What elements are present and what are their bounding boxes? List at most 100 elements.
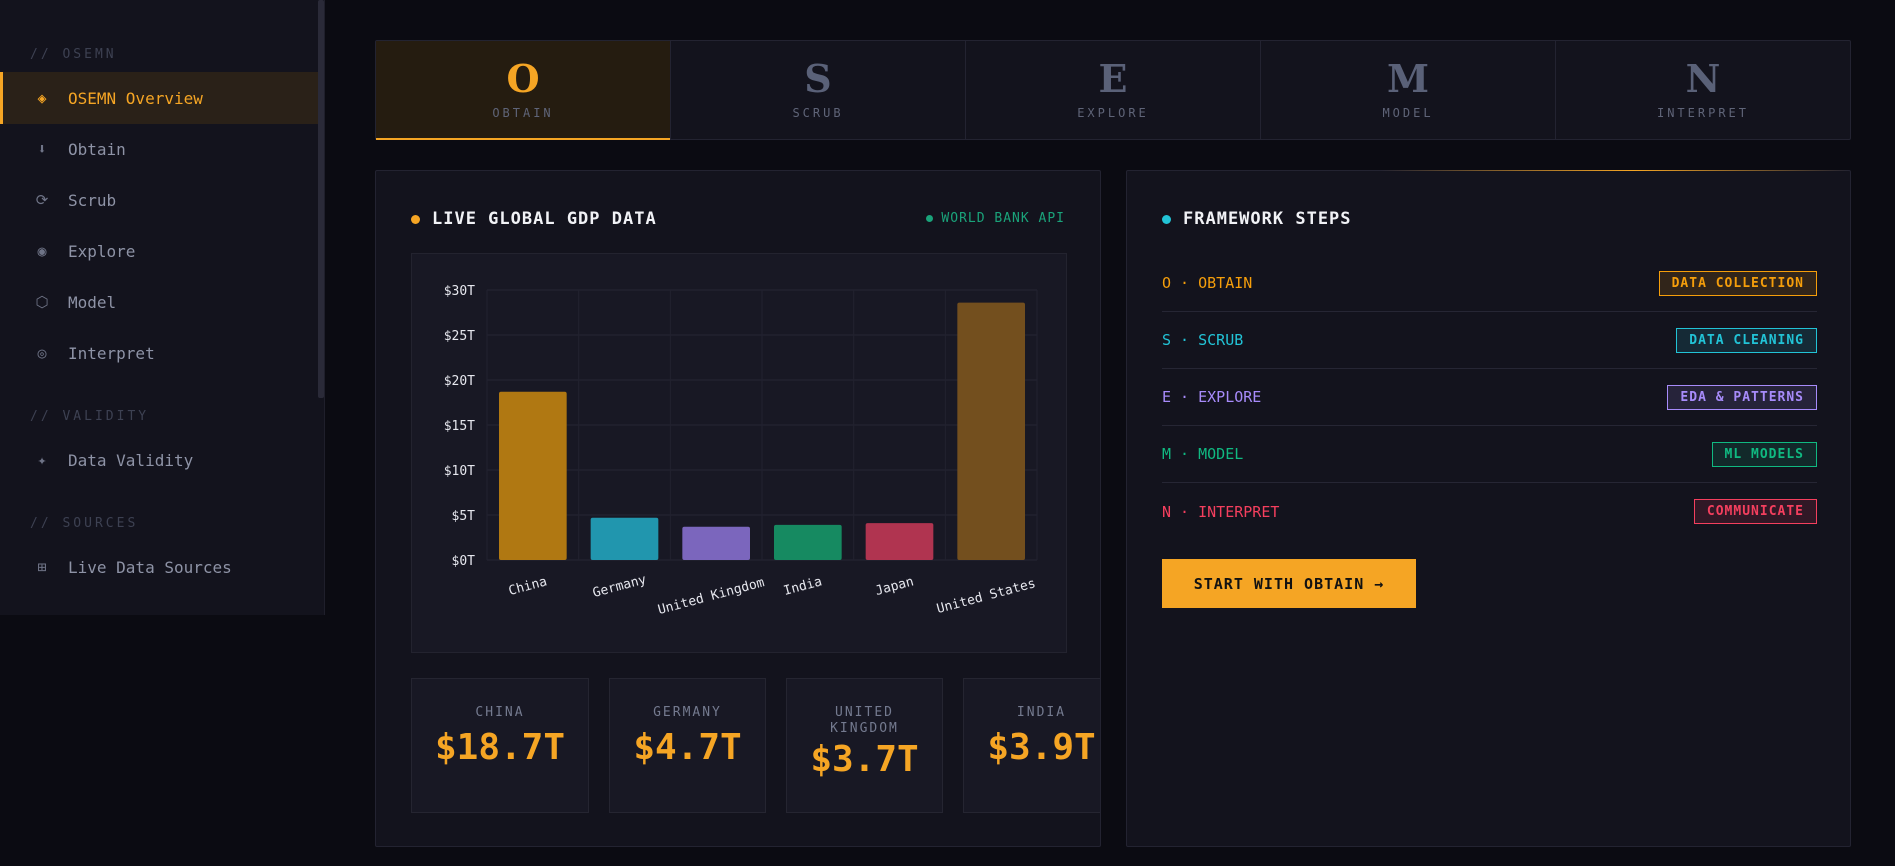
sidebar: // OSEMN ◈ OSEMN Overview ⬇ Obtain ⟳ Scr… — [0, 0, 325, 615]
sidebar-item-obtain[interactable]: ⬇ Obtain — [0, 123, 318, 175]
section-label-validity: // VALIDITY — [30, 409, 150, 424]
framework-step-row[interactable]: M · MODEL ML MODELS — [1162, 426, 1817, 483]
gdp-chart: $0T $5T $10T $15T $20T $25T $30T China Germany Un… — [411, 253, 1067, 653]
x-tick-label: China — [507, 574, 549, 599]
stat-card-china: CHINA $18.7T — [411, 678, 589, 813]
start-with-obtain-button[interactable]: START WITH OBTAIN → — [1162, 559, 1416, 608]
tab-scrub[interactable]: S SCRUB — [671, 41, 966, 139]
stat-value: $3.7T — [810, 739, 919, 780]
x-tick-label: Germany — [591, 572, 648, 601]
radio-icon: ◉ — [37, 242, 47, 260]
stat-label: GERMANY — [653, 705, 722, 720]
framework-step-row[interactable]: E · EXPLORE EDA & PATTERNS — [1162, 369, 1817, 426]
sidebar-item-label: Explore — [68, 241, 136, 261]
y-tick-label: $0T — [452, 554, 476, 569]
y-tick-label: $25T — [444, 329, 475, 344]
sidebar-item-data-validity[interactable]: ✦ Data Validity — [0, 434, 318, 486]
refresh-icon: ⟳ — [35, 191, 49, 209]
step-letter: M — [1386, 56, 1430, 101]
y-tick-label: $5T — [452, 509, 476, 524]
framework-step-label: E · EXPLORE — [1162, 388, 1262, 406]
x-tick-label: United Kingdom — [656, 575, 766, 618]
status-dot-icon — [1162, 214, 1171, 224]
stat-value: $18.7T — [434, 727, 566, 768]
framework-panel-title-text: FRAMEWORK STEPS — [1183, 209, 1352, 229]
y-tick-label: $30T — [444, 284, 475, 299]
stat-label: CHINA — [475, 705, 525, 720]
source-badge-text: WORLD BANK API — [941, 211, 1065, 226]
step-letter: E — [1098, 56, 1128, 101]
step-letter: O — [506, 56, 540, 101]
tab-interpret[interactable]: N INTERPRET — [1556, 41, 1850, 139]
framework-step-badge: EDA & PATTERNS — [1667, 384, 1817, 410]
gdp-panel-title: LIVE GLOBAL GDP DATA — [411, 209, 657, 229]
stat-label: UNITED KINGDOM — [830, 705, 899, 736]
gdp-panel-title-text: LIVE GLOBAL GDP DATA — [432, 209, 657, 229]
step-word: EXPLORE — [1077, 106, 1149, 120]
sidebar-item-label: Interpret — [68, 343, 155, 363]
bar-united-states — [957, 302, 1025, 560]
gdp-bar-chart: $0T $5T $10T $15T $20T $25T $30T China Germany Un… — [444, 284, 1038, 618]
live-dot-icon — [926, 215, 934, 222]
bar-germany — [590, 517, 659, 560]
framework-step-badge: COMMUNICATE — [1693, 499, 1817, 524]
bar-united-kingdom — [682, 526, 750, 560]
framework-step-row[interactable]: N · INTERPRET COMMUNICATE — [1162, 483, 1817, 540]
sparkle-icon: ✦ — [37, 451, 47, 469]
stat-value: $3.9T — [987, 727, 1096, 768]
osemn-step-tabs: O OBTAIN S SCRUB E EXPLORE M MODEL N INT… — [375, 40, 1851, 140]
sidebar-item-interpret[interactable]: ◎ Interpret — [0, 327, 318, 379]
framework-panel: FRAMEWORK STEPS O · OBTAIN DATA COLLECTIO… — [1126, 170, 1851, 847]
framework-step-row[interactable]: O · OBTAIN DATA COLLECTION — [1162, 255, 1817, 312]
grid-icon: ⊞ — [37, 558, 47, 576]
framework-step-badge: ML MODELS — [1711, 441, 1817, 467]
hexagon-icon: ⬡ — [35, 293, 49, 311]
tab-model[interactable]: M MODEL — [1261, 41, 1556, 139]
sidebar-item-explore[interactable]: ◉ Explore — [0, 225, 318, 277]
stat-label: INDIA — [1016, 705, 1067, 720]
gdp-panel: LIVE GLOBAL GDP DATA WORLD BANK API $0T $… — [375, 170, 1101, 847]
sidebar-scrollbar[interactable] — [318, 0, 324, 398]
framework-step-label: M · MODEL — [1162, 445, 1244, 463]
framework-step-label: O · OBTAIN — [1162, 274, 1253, 292]
y-tick-label: $10T — [444, 464, 475, 479]
target-icon: ◎ — [37, 344, 47, 362]
tab-obtain[interactable]: O OBTAIN — [376, 41, 671, 140]
sidebar-item-label: Live Data Sources — [68, 557, 232, 577]
framework-panel-title: FRAMEWORK STEPS — [1162, 209, 1352, 229]
sidebar-item-label: Scrub — [68, 190, 117, 210]
step-word: INTERPRET — [1656, 106, 1750, 120]
stat-value: $4.7T — [633, 727, 742, 768]
step-letter: S — [804, 56, 832, 101]
sidebar-item-model[interactable]: ⬡ Model — [0, 276, 318, 328]
bar-japan — [865, 523, 934, 560]
step-word: SCRUB — [792, 106, 844, 120]
section-label-osemn: // OSEMN — [30, 47, 117, 62]
sidebar-item-label: Model — [68, 292, 117, 312]
x-tick-label: Japan — [874, 574, 916, 599]
stat-card-india: INDIA $3.9T — [963, 678, 1100, 813]
sidebar-item-label: Data Validity — [68, 450, 194, 470]
sidebar-item-label: OSEMN Overview — [68, 88, 203, 108]
x-tick-label: India — [782, 574, 824, 599]
framework-step-label: S · SCRUB — [1162, 331, 1244, 349]
framework-step-badge: DATA CLEANING — [1676, 327, 1817, 353]
sidebar-item-label: Obtain — [68, 139, 126, 159]
x-tick-label: United States — [935, 576, 1037, 617]
status-dot-icon — [411, 214, 420, 224]
tab-explore[interactable]: E EXPLORE — [966, 41, 1261, 139]
sidebar-item-osemn-overview[interactable]: ◈ OSEMN Overview — [0, 72, 318, 124]
y-tick-label: $15T — [444, 419, 475, 434]
bar-china — [499, 391, 567, 560]
sidebar-item-live-data-sources[interactable]: ⊞ Live Data Sources — [0, 541, 318, 593]
step-word: MODEL — [1382, 106, 1434, 120]
sidebar-item-scrub[interactable]: ⟳ Scrub — [0, 174, 318, 226]
step-letter: N — [1685, 56, 1721, 101]
framework-step-label: N · INTERPRET — [1162, 502, 1280, 521]
framework-step-row[interactable]: S · SCRUB DATA CLEANING — [1162, 312, 1817, 369]
stat-card-germany: GERMANY $4.7T — [609, 678, 766, 813]
step-word: OBTAIN — [492, 106, 554, 120]
source-badge: WORLD BANK API — [926, 211, 1065, 226]
y-tick-label: $20T — [444, 374, 475, 389]
framework-step-badge: DATA COLLECTION — [1658, 270, 1817, 296]
